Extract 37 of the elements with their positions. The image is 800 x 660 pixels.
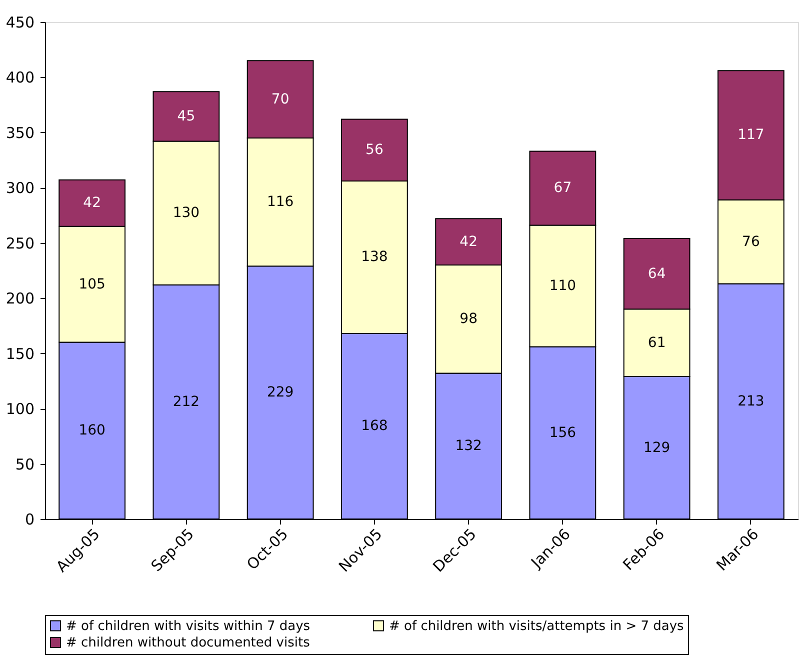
y-tick-label: 300 bbox=[6, 179, 34, 198]
data-label: 76 bbox=[742, 234, 760, 250]
legend-label: # of children with visits within 7 days bbox=[66, 618, 310, 634]
data-label: 229 bbox=[266, 384, 294, 401]
y-tick-label: 250 bbox=[6, 234, 34, 252]
data-label: 213 bbox=[738, 393, 764, 410]
legend-label: # of children with visits/attempts in > 7 days bbox=[389, 618, 684, 634]
data-label: 168 bbox=[361, 418, 388, 434]
y-tick-label: 400 bbox=[6, 68, 34, 87]
data-label: 117 bbox=[738, 127, 764, 144]
data-label: 67 bbox=[554, 180, 572, 196]
y-tick-label: 100 bbox=[6, 400, 34, 418]
data-label: 116 bbox=[266, 194, 294, 210]
legend-label: # children without documented visits bbox=[66, 636, 310, 650]
data-label: 129 bbox=[643, 440, 670, 456]
data-label: 105 bbox=[78, 276, 106, 292]
data-label: 160 bbox=[78, 422, 106, 439]
data-label: 70 bbox=[271, 91, 290, 108]
data-label: 42 bbox=[83, 195, 101, 212]
y-tick-label: 200 bbox=[6, 290, 34, 308]
y-tick-label: 350 bbox=[6, 124, 34, 142]
data-label: 45 bbox=[177, 108, 196, 124]
data-label: 42 bbox=[460, 234, 478, 250]
y-tick-label: 0 bbox=[24, 510, 34, 528]
data-label: 56 bbox=[366, 142, 384, 158]
data-label: 212 bbox=[172, 394, 200, 410]
data-label: 64 bbox=[648, 266, 666, 282]
y-tick-label: 50 bbox=[15, 455, 34, 474]
data-label: 98 bbox=[460, 311, 478, 328]
data-label: 156 bbox=[549, 424, 576, 441]
y-tick-label: 450 bbox=[6, 14, 34, 32]
y-tick-label: 150 bbox=[6, 344, 34, 363]
data-label: 61 bbox=[648, 334, 666, 351]
data-label: 110 bbox=[549, 278, 576, 294]
data-label: 138 bbox=[361, 249, 388, 266]
data-label: 132 bbox=[455, 438, 482, 454]
data-label: 130 bbox=[172, 205, 200, 222]
